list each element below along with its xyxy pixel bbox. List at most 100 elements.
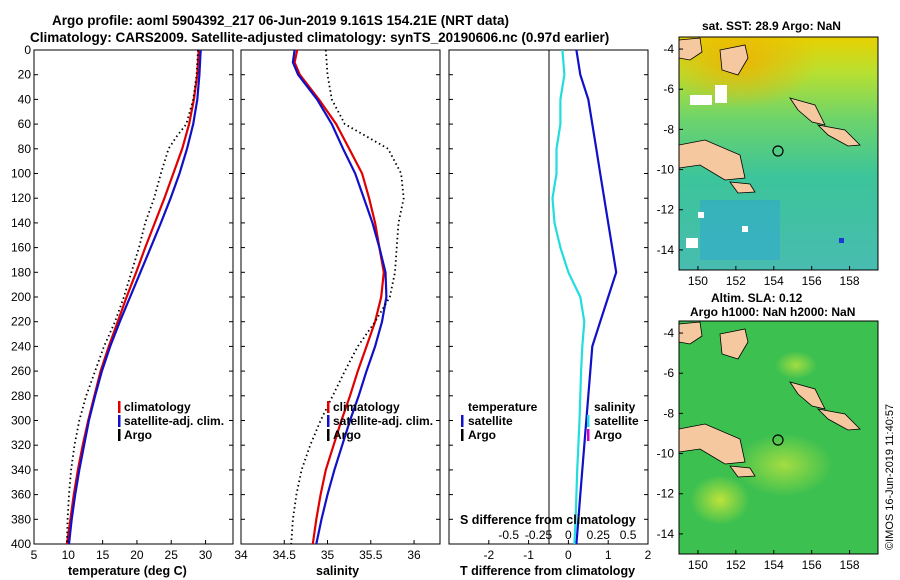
land-bougainville	[789, 97, 826, 126]
series-line-argo	[290, 49, 405, 545]
legend-swatch-argo	[327, 429, 330, 441]
series-line-satellite-adj-clim-	[291, 49, 388, 545]
series-line-t-satellite	[575, 49, 618, 545]
x-tick-label: 2	[645, 548, 652, 562]
x-tick-label: 34	[234, 548, 248, 562]
sst-missing-patch	[690, 95, 712, 105]
y-tick-label: 60	[18, 117, 32, 131]
x-tick-label: 34.5	[273, 548, 297, 562]
y-tick-label: 360	[11, 488, 31, 502]
lat-tick-label: -14	[657, 527, 675, 541]
sla-map-title2: Argo h1000: NaN h2000: NaN	[690, 305, 855, 319]
sst-map: sat. SST: 28.9 Argo: NaN 150 152 154 156 158	[657, 19, 879, 288]
land-solomons	[816, 408, 861, 431]
lat-tick-label: -4	[663, 42, 674, 56]
y-tick-label: 140	[11, 216, 31, 230]
sla-map-frame	[678, 320, 879, 555]
legend-climatology: climatology	[333, 400, 400, 414]
s-diff-xlabel: S difference from climatology	[460, 513, 636, 527]
sst-lat-ticks: -4 -6 -8 -10 -12 -14	[657, 42, 683, 257]
sst-cool-area	[700, 200, 780, 260]
temperature-series	[65, 49, 202, 545]
x-tick-label: 36	[407, 548, 421, 562]
y-tick-label: 240	[11, 339, 31, 353]
legend-s-satellite: satellite	[594, 414, 639, 428]
lon-tick-label: 152	[726, 558, 746, 572]
sla-map-title1: Altim. SLA: 0.12	[711, 291, 803, 305]
sst-land	[679, 37, 861, 194]
series-line-climatology	[293, 49, 385, 545]
salinity-depth-ticks	[241, 49, 440, 545]
difference-legend: temperature satellite Argo salinity sate…	[461, 400, 639, 442]
salinity-panel: 34 34.5 35 35.5 36 salinity climatology sate…	[234, 49, 441, 578]
land-new-ireland	[719, 328, 749, 360]
land-bougainville	[789, 381, 826, 410]
y-tick-label: 200	[11, 290, 31, 304]
salinity-frame	[240, 49, 441, 545]
sst-missing-patch	[715, 85, 727, 103]
lon-tick-label: 154	[764, 274, 784, 288]
legend-satellite: satellite-adj. clim.	[333, 414, 433, 428]
sla-land	[679, 321, 861, 478]
land-png	[679, 139, 746, 181]
y-tick-label: 340	[11, 463, 31, 477]
imos-credit: ©IMOS 16-Jun-2019 11:40:57	[884, 404, 896, 550]
x-tick-label: 35	[321, 548, 335, 562]
lon-tick-label: 158	[840, 558, 860, 572]
s-tick-label: -0.25	[525, 528, 553, 542]
x-tick-label: 25	[165, 548, 179, 562]
x-tick-label: 5	[31, 548, 38, 562]
y-tick-label: 320	[11, 438, 31, 452]
temperature-frame	[33, 49, 234, 545]
salinity-series	[290, 49, 405, 545]
y-tick-label: 40	[18, 92, 32, 106]
x-tick-label: 10	[62, 548, 76, 562]
series-line-s-satellite	[551, 49, 586, 545]
salinity-legend: climatology satellite-adj. clim. Argo	[327, 400, 433, 442]
lon-tick-label: 150	[688, 558, 708, 572]
sst-map-title: sat. SST: 28.9 Argo: NaN	[702, 19, 841, 33]
y-tick-label: 300	[11, 414, 31, 428]
lon-tick-label: 150	[688, 274, 708, 288]
difference-x-axis: -2 -1 0 1 2	[483, 540, 652, 562]
lon-tick-label: 156	[802, 274, 822, 288]
land-louisiade	[729, 465, 756, 478]
lon-tick-label: 158	[840, 274, 860, 288]
y-tick-label: 180	[11, 265, 31, 279]
y-tick-label: 260	[11, 364, 31, 378]
lon-tick-label: 154	[764, 558, 784, 572]
temperature-panel: 0 20 40 60 80 100 120 140 160 180 200 220 240 260 280 3…	[11, 43, 234, 578]
lat-tick-label: -12	[657, 203, 675, 217]
salinity-diff-axis: -0.5 -0.25 0 0.25 0.5	[498, 528, 636, 542]
x-tick-label: 0	[565, 548, 572, 562]
y-tick-label: 20	[18, 68, 32, 82]
legend-t-argo: Argo	[468, 428, 496, 442]
argo-location-marker	[772, 434, 784, 446]
header-line2: Climatology: CARS2009. Satellite-adjuste…	[30, 30, 609, 45]
legend-t-satellite: satellite	[468, 414, 513, 428]
s-tick-label: -0.5	[498, 528, 519, 542]
s-tick-label: 0.25	[587, 528, 611, 542]
x-tick-label: 1	[605, 548, 612, 562]
x-tick-label: 30	[199, 548, 213, 562]
s-tick-label: 0.5	[620, 528, 637, 542]
x-tick-label: 35.5	[359, 548, 383, 562]
x-tick-label: -1	[523, 548, 534, 562]
legend-climatology: climatology	[124, 400, 191, 414]
sst-lon-ticks: 150 152 154 156 158	[688, 266, 860, 288]
difference-series	[551, 49, 618, 545]
header-line1: Argo profile: aoml 5904392_217 06-Jun-20…	[52, 13, 509, 28]
sla-lat-ticks: -4 -6 -8 -10 -12 -14	[657, 326, 683, 541]
lat-tick-label: -6	[663, 366, 674, 380]
lat-tick-label: -8	[663, 122, 674, 136]
series-line-satellite-adj-clim-	[67, 49, 202, 545]
legend-swatch-s-satellite	[587, 415, 590, 427]
s-tick-label: 0	[565, 528, 572, 542]
argo-location-marker	[772, 145, 784, 157]
sst-missing-patch	[686, 238, 698, 248]
y-tick-label: 80	[18, 142, 32, 156]
land-solomons	[816, 124, 861, 147]
y-tick-label: 400	[11, 537, 31, 551]
x-tick-label: -2	[483, 548, 494, 562]
lat-tick-label: -8	[663, 406, 674, 420]
